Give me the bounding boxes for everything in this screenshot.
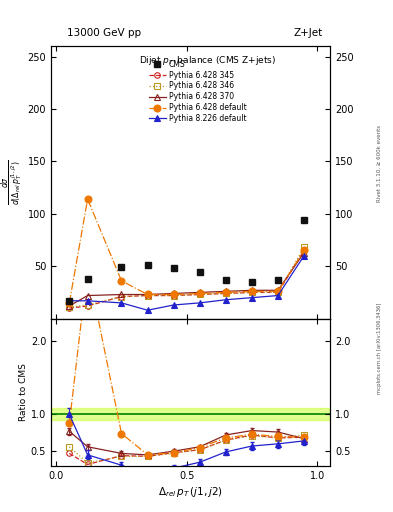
Line: Pythia 6.428 default: Pythia 6.428 default	[66, 196, 307, 306]
Text: 13000 GeV pp: 13000 GeV pp	[67, 28, 141, 38]
Pythia 6.428 346	[119, 293, 124, 300]
Pythia 6.428 default	[250, 288, 254, 294]
Pythia 8.226 default	[119, 300, 124, 306]
Pythia 6.428 346	[302, 244, 307, 250]
Legend: CMS, Pythia 6.428 345, Pythia 6.428 346, Pythia 6.428 370, Pythia 6.428 default,: CMS, Pythia 6.428 345, Pythia 6.428 346,…	[147, 58, 248, 125]
Pythia 8.226 default	[171, 302, 176, 308]
Pythia 6.428 346	[224, 290, 228, 296]
Pythia 6.428 370	[85, 292, 90, 298]
Text: Z+Jet: Z+Jet	[293, 28, 322, 38]
Pythia 6.428 370	[275, 287, 280, 293]
Pythia 6.428 346	[85, 302, 90, 308]
CMS	[224, 277, 228, 283]
Pythia 6.428 346	[145, 292, 150, 298]
Pythia 6.428 default	[119, 278, 124, 284]
Pythia 6.428 345	[85, 303, 90, 309]
Text: mcplots.cern.ch [arXiv:1306.3436]: mcplots.cern.ch [arXiv:1306.3436]	[377, 303, 382, 394]
Line: CMS: CMS	[66, 217, 307, 304]
Pythia 6.428 370	[224, 288, 228, 294]
Bar	[51, 409, 330, 420]
Pythia 6.428 370	[250, 287, 254, 293]
Pythia 6.428 345	[171, 292, 176, 298]
Pythia 6.428 346	[197, 291, 202, 297]
Pythia 6.428 370	[67, 303, 72, 309]
Pythia 6.428 370	[171, 290, 176, 296]
Pythia 6.428 default	[302, 247, 307, 253]
Pythia 6.428 370	[145, 291, 150, 297]
CMS	[85, 275, 90, 282]
Text: Rivet 3.1.10, ≥ 600k events: Rivet 3.1.10, ≥ 600k events	[377, 125, 382, 202]
Pythia 8.226 default	[250, 294, 254, 301]
CMS	[119, 264, 124, 270]
Line: Pythia 8.226 default: Pythia 8.226 default	[66, 252, 307, 314]
Pythia 6.428 default	[197, 290, 202, 296]
Pythia 6.428 default	[171, 291, 176, 297]
Pythia 6.428 346	[67, 304, 72, 310]
Pythia 8.226 default	[85, 297, 90, 304]
CMS	[275, 277, 280, 283]
CMS	[67, 297, 72, 304]
Pythia 6.428 345	[275, 289, 280, 295]
Pythia 6.428 345	[302, 247, 307, 253]
Pythia 6.428 default	[145, 291, 150, 297]
CMS	[250, 279, 254, 285]
Pythia 6.428 370	[302, 249, 307, 255]
Pythia 6.428 345	[224, 290, 228, 296]
Pythia 6.428 345	[119, 293, 124, 300]
Pythia 6.428 346	[275, 289, 280, 295]
Line: Pythia 6.428 370: Pythia 6.428 370	[66, 250, 307, 309]
CMS	[197, 269, 202, 275]
Line: Pythia 6.428 345: Pythia 6.428 345	[66, 248, 307, 311]
Pythia 6.428 370	[197, 289, 202, 295]
Pythia 6.428 370	[119, 291, 124, 297]
CMS	[302, 217, 307, 223]
Pythia 6.428 default	[275, 288, 280, 294]
Pythia 6.428 345	[67, 305, 72, 311]
X-axis label: $\Delta_{rel}\,p_T\,(j1,j2)$: $\Delta_{rel}\,p_T\,(j1,j2)$	[158, 485, 223, 499]
Pythia 8.226 default	[224, 296, 228, 303]
Pythia 6.428 345	[145, 292, 150, 298]
Pythia 6.428 default	[224, 289, 228, 295]
Pythia 8.226 default	[67, 297, 72, 304]
Text: Dijet $p_T\,$ balance (CMS Z+jets): Dijet $p_T\,$ balance (CMS Z+jets)	[139, 54, 276, 67]
Line: Pythia 6.428 346: Pythia 6.428 346	[66, 245, 307, 310]
CMS	[145, 262, 150, 268]
CMS	[171, 265, 176, 271]
Pythia 6.428 346	[171, 292, 176, 298]
Y-axis label: Ratio to CMS: Ratio to CMS	[19, 364, 28, 421]
Pythia 8.226 default	[275, 292, 280, 298]
Pythia 6.428 346	[250, 289, 254, 295]
Y-axis label: $\frac{d\sigma}{d(\Delta_{rel}\,p_T^{j1,j2})}$: $\frac{d\sigma}{d(\Delta_{rel}\,p_T^{j1,…	[0, 160, 25, 205]
Pythia 8.226 default	[197, 300, 202, 306]
Pythia 6.428 345	[250, 289, 254, 295]
Pythia 6.428 default	[67, 300, 72, 306]
Pythia 8.226 default	[302, 252, 307, 259]
Pythia 8.226 default	[145, 307, 150, 313]
Pythia 6.428 345	[197, 291, 202, 297]
Pythia 6.428 default	[85, 196, 90, 202]
